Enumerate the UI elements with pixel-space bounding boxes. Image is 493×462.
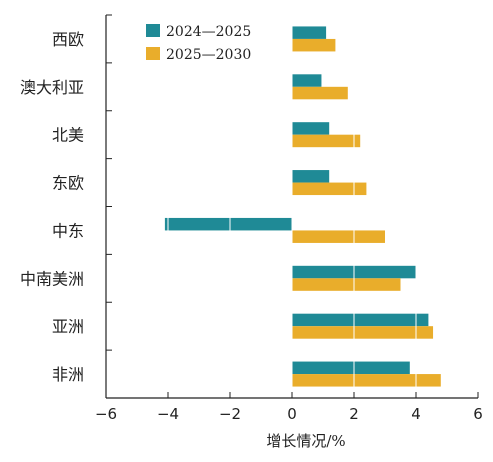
x-tick-label-0: −6: [95, 405, 117, 423]
x-axis-title: 增长情况/%: [266, 432, 345, 450]
legend-swatch-series-1: [146, 47, 160, 60]
bar-series-0-6: [292, 313, 429, 327]
bar-series-1-5: [292, 278, 401, 291]
x-ticks: [105, 392, 479, 398]
bar-series-0-1: [292, 74, 322, 87]
legend-label-series-0: 2024—2025: [166, 24, 251, 40]
legend-swatch-series-0: [146, 24, 160, 37]
bar-series-1-2: [292, 134, 361, 148]
bar-series-1-6: [292, 326, 434, 339]
gridlines: [167, 15, 417, 398]
bar-series-1-0: [292, 38, 336, 52]
category-label-2: 北美: [52, 126, 84, 145]
category-label-0: 西欧: [52, 30, 84, 49]
x-tick-label-3: 0: [287, 405, 297, 423]
category-label-4: 中东: [52, 221, 84, 240]
legend-label-series-1: 2025—2030: [166, 47, 251, 63]
bar-series-0-7: [292, 361, 410, 375]
x-tick-label-5: 4: [411, 405, 421, 423]
x-tick-label-1: −4: [157, 405, 179, 423]
legend: 2024—2025 2025—2030: [146, 24, 251, 63]
bar-series-1-1: [292, 86, 348, 100]
x-tick-labels: −6 −4 −2 0 2 4 6: [95, 405, 483, 423]
x-tick-label-2: −2: [219, 405, 241, 423]
category-label-6: 亚洲: [52, 317, 84, 336]
bar-series-1-4: [292, 230, 385, 243]
category-label-1: 澳大利亚: [20, 78, 84, 97]
bar-series-1-7: [292, 374, 441, 387]
category-label-5: 中南美洲: [20, 269, 84, 288]
bar-series-0-3: [292, 170, 330, 183]
x-tick-label-4: 2: [349, 405, 359, 423]
bars-layer: [164, 26, 441, 387]
bar-series-0-2: [292, 122, 330, 135]
bar-series-0-4: [164, 217, 292, 231]
bar-series-1-3: [292, 182, 367, 196]
category-ticks: [106, 14, 112, 399]
x-tick-label-6: 6: [473, 405, 483, 423]
bar-series-0-0: [292, 26, 327, 39]
category-label-7: 非洲: [52, 365, 84, 384]
category-label-3: 东欧: [52, 174, 84, 193]
